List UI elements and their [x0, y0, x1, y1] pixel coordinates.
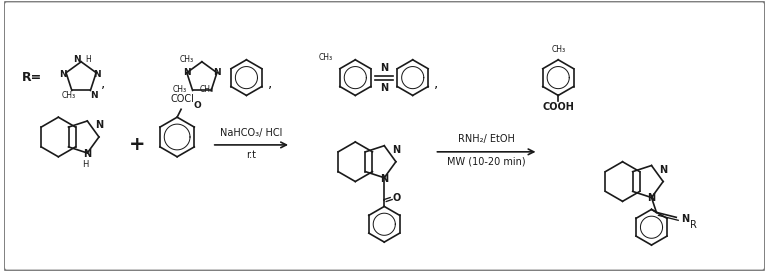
Text: H: H [82, 160, 88, 169]
Text: N: N [647, 193, 655, 203]
Text: COOH: COOH [542, 102, 574, 112]
Text: O: O [392, 193, 401, 203]
Text: CH₃: CH₃ [551, 45, 565, 54]
Text: MW (10-20 min): MW (10-20 min) [447, 157, 526, 167]
Text: N: N [95, 120, 103, 130]
Text: N: N [392, 145, 400, 155]
Text: CH₃: CH₃ [318, 53, 333, 62]
Text: r.t: r.t [246, 150, 256, 160]
Text: ,: , [101, 76, 105, 89]
Text: ,: , [268, 76, 272, 89]
Text: N: N [73, 55, 81, 64]
Text: CH₃: CH₃ [62, 91, 75, 100]
Text: COCl: COCl [170, 94, 194, 104]
Text: N: N [380, 174, 388, 184]
Text: R=: R= [22, 71, 42, 84]
Text: CH₃: CH₃ [180, 55, 194, 64]
Text: N: N [681, 214, 689, 224]
Text: N: N [93, 70, 101, 79]
Text: N: N [213, 68, 221, 77]
FancyBboxPatch shape [4, 1, 765, 271]
Text: N: N [380, 82, 388, 92]
Text: H: H [85, 55, 91, 64]
Text: RNH₂/ EtOH: RNH₂/ EtOH [458, 134, 515, 144]
Text: R: R [690, 220, 697, 230]
Text: N: N [83, 149, 92, 159]
Text: CH₃: CH₃ [173, 85, 187, 94]
Text: N: N [59, 70, 67, 79]
Text: N: N [183, 68, 191, 77]
Text: N: N [90, 91, 98, 100]
Text: ,: , [434, 76, 438, 89]
Text: N: N [380, 63, 388, 73]
Text: N: N [659, 165, 667, 175]
Text: CH₃: CH₃ [200, 85, 214, 94]
Text: +: + [129, 135, 146, 154]
Text: NaHCO₃/ HCl: NaHCO₃/ HCl [220, 128, 282, 138]
Text: O: O [193, 101, 201, 110]
